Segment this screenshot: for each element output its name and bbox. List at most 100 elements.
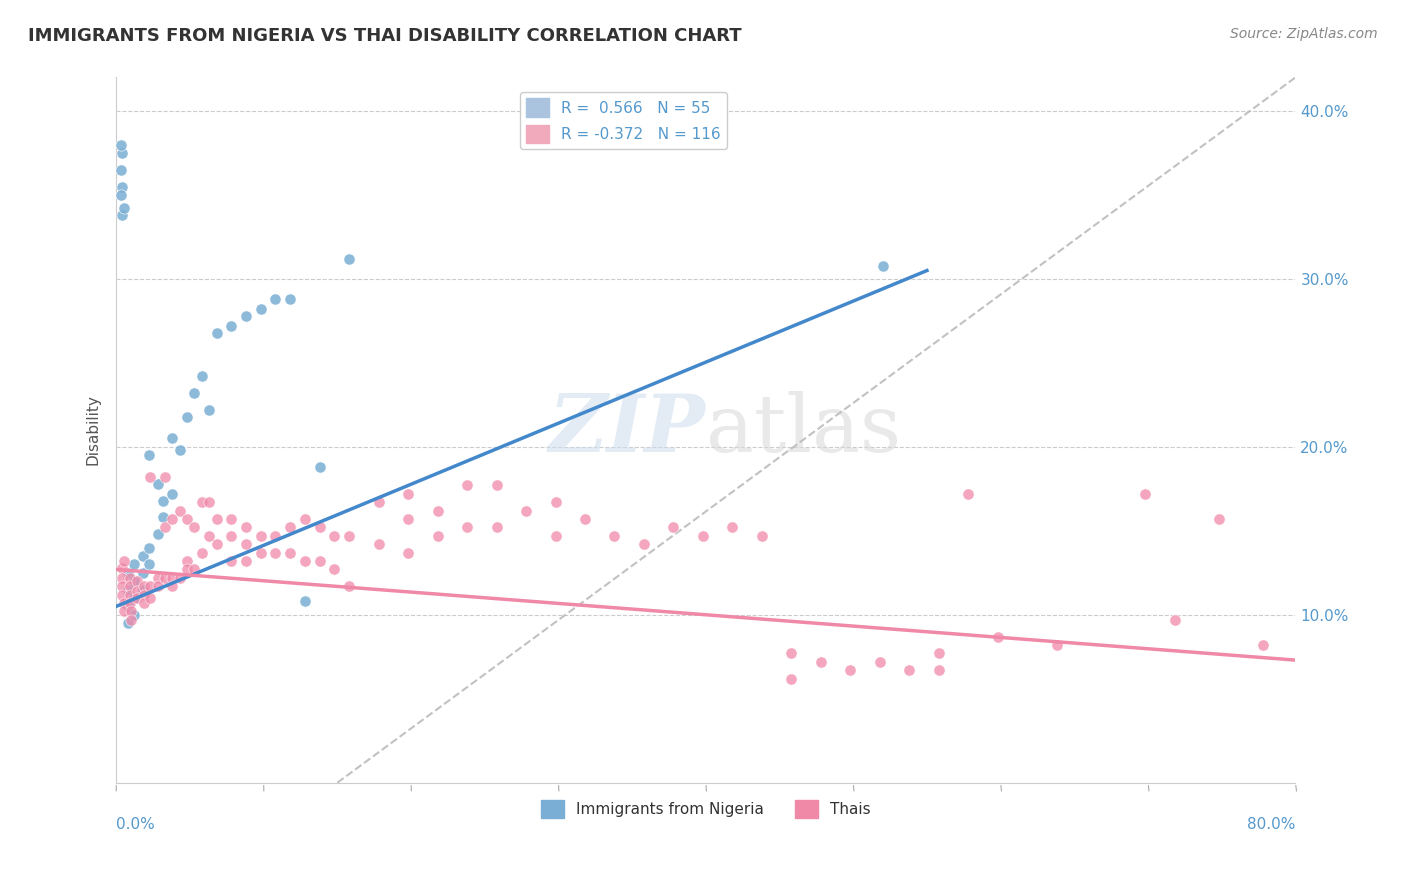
Point <box>249 529 271 543</box>
Text: IMMIGRANTS FROM NIGERIA VS THAI DISABILITY CORRELATION CHART: IMMIGRANTS FROM NIGERIA VS THAI DISABILI… <box>28 27 742 45</box>
Point <box>869 655 891 669</box>
Point <box>235 520 257 534</box>
Point <box>957 487 980 501</box>
Point <box>112 596 135 610</box>
Point <box>111 208 134 222</box>
Point <box>367 537 389 551</box>
Point <box>162 432 184 446</box>
Point <box>294 554 316 568</box>
Point <box>456 520 478 534</box>
Point <box>249 546 271 560</box>
Point <box>198 495 221 509</box>
Point <box>111 571 134 585</box>
Point <box>162 512 184 526</box>
Point <box>872 259 894 273</box>
Point <box>139 579 162 593</box>
Point <box>138 541 160 555</box>
Point <box>219 318 242 333</box>
Point <box>780 646 803 660</box>
Point <box>810 655 832 669</box>
Point <box>110 188 132 202</box>
Point <box>1208 512 1230 526</box>
Point <box>146 527 169 541</box>
Point <box>152 493 174 508</box>
Point <box>219 512 242 526</box>
Point <box>337 579 360 593</box>
Point <box>112 604 135 618</box>
Point <box>1046 638 1069 652</box>
Point <box>122 558 145 572</box>
Point <box>692 529 714 543</box>
Text: 0.0%: 0.0% <box>117 817 155 832</box>
Point <box>323 529 346 543</box>
Point <box>633 537 655 551</box>
Point <box>134 588 156 602</box>
Point <box>146 579 169 593</box>
Point <box>110 162 132 177</box>
Point <box>191 495 214 509</box>
Point <box>662 520 685 534</box>
Point <box>337 529 360 543</box>
Point <box>176 554 198 568</box>
Point <box>721 520 744 534</box>
Point <box>485 478 508 492</box>
Point <box>169 503 191 517</box>
Point <box>176 562 198 576</box>
Point <box>1163 613 1185 627</box>
Point <box>132 549 155 563</box>
Point <box>751 529 773 543</box>
Point <box>146 571 169 585</box>
Point <box>112 202 135 216</box>
Point <box>153 520 176 534</box>
Point <box>169 571 191 585</box>
Point <box>544 529 567 543</box>
Point <box>118 596 141 610</box>
Point <box>138 558 160 572</box>
Point <box>1251 638 1274 652</box>
Text: ZIP: ZIP <box>548 392 706 469</box>
Point <box>112 554 135 568</box>
Point <box>191 546 214 560</box>
Point <box>153 571 176 585</box>
Point <box>162 571 184 585</box>
Point <box>134 579 156 593</box>
Point <box>134 596 156 610</box>
Point <box>183 386 205 401</box>
Legend: Immigrants from Nigeria, Thais: Immigrants from Nigeria, Thais <box>536 794 877 824</box>
Point <box>191 369 214 384</box>
Point <box>111 146 134 161</box>
Text: Source: ZipAtlas.com: Source: ZipAtlas.com <box>1230 27 1378 41</box>
Point <box>485 520 508 534</box>
Point <box>515 503 537 517</box>
Point <box>162 579 184 593</box>
Point <box>308 460 330 475</box>
Point <box>928 646 950 660</box>
Y-axis label: Disability: Disability <box>86 394 100 466</box>
Point <box>396 487 419 501</box>
Point <box>426 503 449 517</box>
Point <box>183 520 205 534</box>
Point <box>122 607 145 622</box>
Point <box>278 546 301 560</box>
Point <box>396 546 419 560</box>
Point <box>323 562 346 576</box>
Point <box>176 512 198 526</box>
Point <box>603 529 626 543</box>
Point <box>264 529 287 543</box>
Point <box>337 252 360 266</box>
Point <box>205 512 228 526</box>
Point <box>132 566 155 580</box>
Point <box>122 591 145 605</box>
Point <box>183 562 205 576</box>
Point <box>235 537 257 551</box>
Point <box>118 588 141 602</box>
Point <box>139 591 162 605</box>
Point <box>111 560 134 574</box>
Point <box>138 448 160 462</box>
Point <box>117 582 139 597</box>
Point <box>118 579 141 593</box>
Point <box>132 582 155 597</box>
Point <box>111 179 134 194</box>
Point <box>987 630 1010 644</box>
Point <box>122 574 145 589</box>
